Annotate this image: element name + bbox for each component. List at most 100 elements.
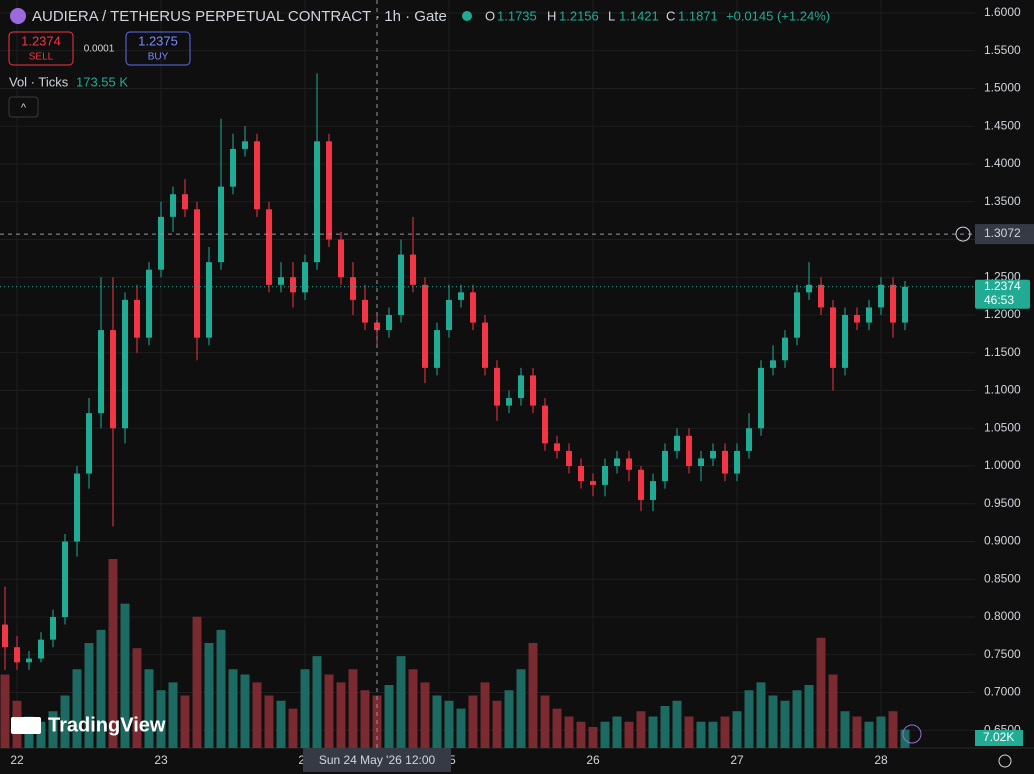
- volume-bar: [804, 685, 814, 748]
- candle-body: [122, 299, 128, 429]
- candle-body: [554, 443, 560, 451]
- volume-bar: [336, 682, 346, 748]
- candle-body: [422, 284, 428, 368]
- volume-bar: [684, 716, 694, 748]
- candle-body: [410, 254, 416, 285]
- y-tick-label: 0.8500: [984, 571, 1021, 585]
- candle-body: [566, 450, 572, 467]
- y-tick-label: 1.1000: [984, 383, 1021, 397]
- volume-bar: [456, 708, 466, 748]
- volume-bar: [852, 716, 862, 748]
- candle-body: [878, 284, 884, 308]
- last-price-label: 1.2374: [984, 279, 1021, 293]
- volume-bar: [756, 682, 766, 748]
- candle-body: [794, 292, 800, 338]
- sell-button[interactable]: [8, 31, 74, 66]
- volume-bar: [528, 643, 538, 748]
- candle-body: [170, 194, 176, 217]
- volume-bar: [216, 629, 226, 748]
- volume-bar: [444, 700, 454, 748]
- candle-body: [854, 315, 860, 323]
- candle-body: [662, 450, 668, 482]
- volume-label-box: [975, 730, 1023, 746]
- volume-bar: [564, 716, 574, 748]
- candle-body: [614, 458, 620, 467]
- y-tick-label: 0.8000: [984, 609, 1021, 623]
- candle-body: [446, 299, 452, 331]
- candle-body: [842, 315, 848, 368]
- candle-body: [290, 277, 296, 293]
- candle-body: [890, 284, 896, 323]
- h-value: 1.2156: [559, 8, 599, 23]
- volume-bar: [876, 716, 886, 748]
- change: +0.0145 (+1.24%): [726, 8, 830, 23]
- volume-bar: [144, 669, 154, 748]
- bolt-icon[interactable]: [902, 724, 922, 744]
- candle-body: [326, 141, 332, 240]
- volume-bar: [768, 695, 778, 748]
- l-label: L: [608, 8, 615, 23]
- volume-bar: [180, 695, 190, 748]
- last-price-box: [975, 279, 1030, 309]
- collapse-button[interactable]: [8, 96, 39, 118]
- x-tick-label: 23: [154, 753, 168, 767]
- volume-bar: [36, 721, 46, 748]
- settings-icon[interactable]: [998, 754, 1012, 768]
- candle-body: [434, 330, 440, 368]
- candle-body: [242, 141, 248, 149]
- add-alert: [955, 226, 971, 242]
- volume-bar: [132, 648, 142, 748]
- volume-bar: [732, 711, 742, 748]
- candle-body: [302, 262, 308, 293]
- volume-bar: [108, 559, 118, 748]
- candle-body: [710, 450, 716, 459]
- y-tick-label: 0.7000: [984, 685, 1021, 699]
- l-value: 1.1421: [619, 8, 659, 23]
- buy-price: 1.2375: [138, 33, 178, 48]
- volume-bar: [840, 711, 850, 748]
- o-label: O: [485, 8, 495, 23]
- volume-bar: [648, 716, 658, 748]
- volume-label: 7.02K: [983, 730, 1014, 744]
- logo-icon: [11, 717, 41, 734]
- candle-body: [626, 458, 632, 470]
- candle-body: [62, 541, 68, 618]
- candle-body: [266, 209, 272, 285]
- spread: 0.0001: [84, 44, 115, 55]
- c-label: C: [666, 8, 675, 23]
- plot: [0, 73, 910, 748]
- candle-body: [674, 435, 680, 451]
- volume-bar: [600, 721, 610, 748]
- candle-body: [2, 624, 8, 648]
- vol-label: Vol · Ticks: [9, 74, 69, 89]
- candle-body: [14, 647, 20, 663]
- volume-bar: [792, 690, 802, 748]
- y-tick-label: 1.1500: [984, 345, 1021, 359]
- price-axis: [975, 0, 1034, 774]
- candle-body: [26, 658, 32, 663]
- volume-bar: [432, 695, 442, 748]
- volume-bar: [708, 721, 718, 748]
- volume-bar: [288, 708, 298, 748]
- candle-body: [638, 469, 644, 500]
- candle-body: [458, 292, 464, 300]
- symbol-icon: [10, 8, 26, 24]
- volume-bar: [720, 716, 730, 748]
- candle-body: [518, 375, 524, 399]
- candle-body: [146, 269, 152, 338]
- candle-body: [134, 299, 140, 338]
- candle-body: [494, 367, 500, 406]
- volume-bar: [72, 669, 82, 748]
- candle-body: [362, 299, 368, 323]
- volume-bar: [624, 721, 634, 748]
- y-tick-label: 1.4000: [984, 156, 1021, 170]
- volume-bar: [888, 711, 898, 748]
- x-tick-label: 28: [874, 753, 888, 767]
- volume-bar: [900, 729, 910, 748]
- volume-bar: [516, 669, 526, 748]
- o-value: 1.1735: [497, 8, 537, 23]
- buy-button[interactable]: [125, 31, 191, 66]
- volume-bar: [324, 674, 334, 748]
